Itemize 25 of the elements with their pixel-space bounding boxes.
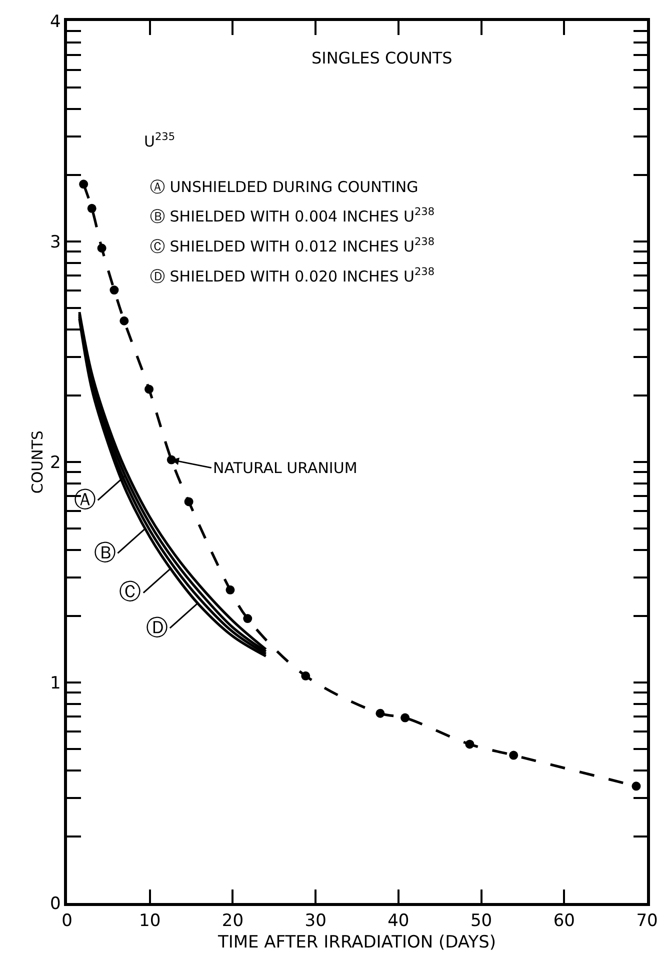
y-tick-label: 0 bbox=[50, 894, 61, 914]
annotation: Ⓐ bbox=[74, 488, 96, 513]
x-tick-label: 10 bbox=[139, 911, 161, 932]
annotation: Ⓓ SHIELDED WITH 0.020 INCHES U$^{238}$ bbox=[150, 266, 435, 286]
x-tick-label: 40 bbox=[388, 911, 410, 932]
y-tick-label: 4 bbox=[50, 12, 61, 32]
annotation: Ⓓ bbox=[146, 616, 168, 641]
annotation: Ⓐ UNSHIELDED DURING COUNTING bbox=[150, 178, 418, 196]
x-tick-label: 30 bbox=[304, 911, 326, 932]
annotation: Ⓒ bbox=[119, 580, 141, 605]
x-tick-label: 60 bbox=[553, 911, 575, 932]
text: SINGLES COUNTS bbox=[311, 48, 452, 68]
y-tick-label: 1 bbox=[50, 673, 61, 694]
y-tick-label: 2 bbox=[50, 452, 61, 473]
annotation: U$^{235}$ bbox=[144, 131, 176, 150]
y-axis-title: COUNTS bbox=[28, 430, 46, 494]
x-axis-title: TIME AFTER IRRADIATION (DAYS) bbox=[216, 932, 496, 953]
y-tick-label: 3 bbox=[50, 232, 61, 252]
x-tick-label: 70 bbox=[636, 911, 658, 932]
x-tick-label: 20 bbox=[222, 911, 244, 932]
x-tick-label: 50 bbox=[470, 911, 492, 932]
annotation: NATURAL URANIUM bbox=[213, 459, 358, 477]
annotation: Ⓑ bbox=[94, 541, 116, 566]
annotation: Ⓒ SHIELDED WITH 0.012 INCHES U$^{238}$ bbox=[150, 236, 435, 256]
annotation: Ⓑ SHIELDED WITH 0.004 INCHES U$^{238}$ bbox=[150, 206, 435, 226]
